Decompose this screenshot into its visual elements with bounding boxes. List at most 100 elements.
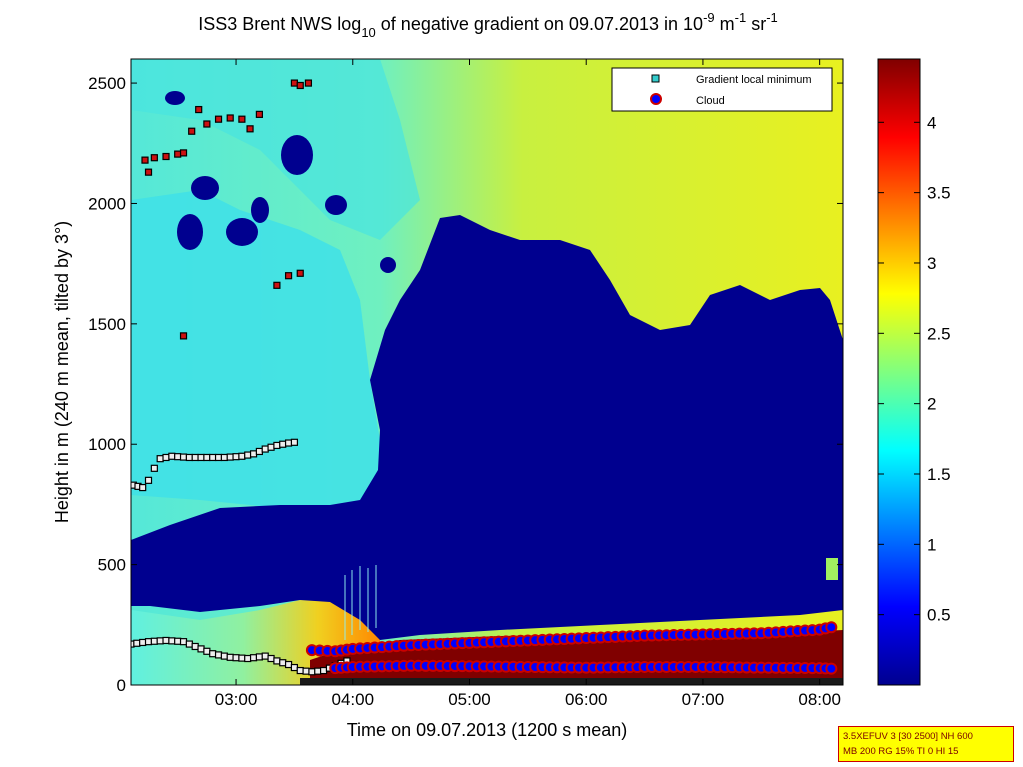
gradient-min-marker bbox=[214, 453, 223, 462]
gradient-min-marker bbox=[185, 640, 193, 648]
gradient-min-marker bbox=[319, 666, 328, 675]
legend: Gradient local minimum Cloud bbox=[611, 67, 833, 112]
cloud-marker bbox=[825, 662, 838, 675]
gradient-min-marker bbox=[174, 637, 182, 645]
gradient-min-marker bbox=[255, 653, 263, 661]
cyan-patch bbox=[131, 190, 380, 510]
gradient-min-marker bbox=[214, 115, 223, 123]
gradient-min-marker bbox=[197, 645, 205, 653]
x-tick-label: 05:00 bbox=[448, 690, 491, 709]
gradient-min-marker bbox=[244, 451, 252, 459]
x-tick-label: 04:00 bbox=[331, 690, 374, 709]
gradient-min-marker bbox=[290, 663, 299, 672]
cloud-marker bbox=[825, 621, 838, 634]
gradient-min-marker bbox=[144, 168, 153, 176]
y-tick-label: 1500 bbox=[88, 315, 126, 334]
gradient-min-marker bbox=[144, 638, 153, 646]
legend-marker-circle bbox=[650, 93, 662, 105]
gradient-min-marker bbox=[195, 105, 203, 114]
y-tick-label: 2000 bbox=[88, 194, 126, 213]
gradient-min-marker bbox=[304, 79, 313, 87]
gradient-min-marker bbox=[249, 450, 258, 458]
blue-patches bbox=[165, 91, 396, 273]
colorbar-tick-label: 3.5 bbox=[927, 184, 951, 203]
streaks bbox=[344, 565, 377, 640]
x-axis: 03:00 04:00 05:00 06:00 07:00 08:00 bbox=[215, 59, 841, 709]
legend-label-cloud: Cloud bbox=[696, 95, 725, 107]
gradient-min-marker bbox=[232, 453, 240, 461]
y-axis: 0 500 1000 1500 2000 2500 bbox=[88, 74, 843, 695]
gradient-min-marker bbox=[168, 452, 176, 460]
heatmap-field bbox=[131, 59, 843, 685]
gradient-min-marker bbox=[284, 272, 293, 280]
y-tick-label: 0 bbox=[117, 676, 126, 695]
y-tick-label: 1000 bbox=[88, 435, 126, 454]
colorbar-tick-label: 1 bbox=[927, 535, 936, 554]
settings-info-box: 3.5XEFUV 3 [30 2500] NH 600 MB 200 RG 15… bbox=[838, 726, 1014, 762]
y-tick-label: 2500 bbox=[88, 74, 126, 93]
legend-marker-square bbox=[651, 74, 660, 83]
gradient-min-marker bbox=[232, 654, 240, 662]
gradient-min-marker bbox=[162, 453, 170, 462]
gradient-min-marker bbox=[150, 637, 158, 645]
gradient-min-marker bbox=[174, 150, 182, 158]
gradient-min-marker bbox=[226, 114, 234, 122]
gradient-min-marker bbox=[203, 120, 211, 128]
gradient-min-marker bbox=[279, 659, 287, 667]
gradient-min-marker bbox=[267, 654, 275, 663]
gradient-min-marker bbox=[162, 152, 170, 161]
gradient-min-marker bbox=[296, 81, 304, 90]
gradient-min-marker bbox=[238, 452, 246, 460]
gradient-min-marker bbox=[174, 453, 182, 461]
gradient-min-marker bbox=[150, 464, 158, 472]
gradient-min-marker bbox=[220, 453, 228, 462]
gradient-min-marker bbox=[308, 668, 316, 676]
gradient-min-marker bbox=[273, 441, 281, 450]
gradient-min-marker bbox=[150, 154, 158, 162]
cyan-patch-upper bbox=[131, 59, 420, 240]
gradient-min-marker bbox=[209, 453, 217, 462]
colorbar-axis: 0.5 1 1.5 2 2.5 3 3.5 4 bbox=[878, 113, 951, 625]
gradient-min-marker bbox=[255, 447, 263, 456]
gradient-min-marker bbox=[179, 149, 188, 157]
gradient-min-marker bbox=[139, 638, 147, 647]
gradient-min-marker bbox=[214, 651, 223, 659]
gradient-min-marker bbox=[179, 453, 188, 461]
gradient-min-marker bbox=[261, 445, 269, 453]
gradient-min-marker bbox=[284, 439, 293, 447]
low-gradient-region bbox=[131, 215, 843, 640]
gradient-min-marker bbox=[144, 476, 153, 484]
gradient-min-marker bbox=[267, 443, 275, 451]
gradient-min-marker bbox=[203, 647, 211, 655]
plot-frame bbox=[130, 58, 844, 686]
colorbar-tick-label: 3 bbox=[927, 254, 936, 273]
gradient-min-marker bbox=[284, 660, 293, 669]
info-line-1: 3.5XEFUV 3 [30 2500] NH 600 bbox=[843, 731, 973, 742]
gradient-min-marker bbox=[220, 652, 228, 660]
gradient-min-marker bbox=[314, 667, 322, 675]
gradient-min-marker bbox=[290, 79, 299, 87]
gradient-min-marker bbox=[261, 652, 269, 660]
gradient-min-marker bbox=[185, 453, 193, 462]
x-tick-label: 03:00 bbox=[215, 690, 258, 709]
gradient-min-marker bbox=[188, 127, 196, 135]
gradient-min-marker bbox=[296, 269, 304, 277]
x-tick-label: 06:00 bbox=[565, 690, 608, 709]
colorbar bbox=[877, 58, 921, 686]
gradient-min-marker bbox=[226, 453, 234, 461]
gradient-min-marker bbox=[273, 657, 281, 665]
chart-title: ISS3 Brent NWS log10 of negative gradien… bbox=[198, 10, 778, 40]
gradient-min-marker bbox=[197, 453, 205, 462]
y-tick-label: 500 bbox=[98, 556, 126, 575]
gradient-min-marker bbox=[249, 654, 258, 662]
gradient-min-marker bbox=[226, 653, 234, 661]
gradient-min-marker bbox=[168, 637, 176, 645]
x-tick-label: 07:00 bbox=[682, 690, 725, 709]
gradient-min-marker bbox=[279, 440, 287, 448]
legend-label-gradient: Gradient local minimum bbox=[696, 74, 812, 86]
x-tick-label: 08:00 bbox=[798, 690, 841, 709]
info-line-2: MB 200 RG 15% TI 0 HI 15 bbox=[843, 746, 959, 757]
gradient-min-marker bbox=[255, 110, 263, 118]
gradient-min-marker bbox=[191, 453, 199, 462]
